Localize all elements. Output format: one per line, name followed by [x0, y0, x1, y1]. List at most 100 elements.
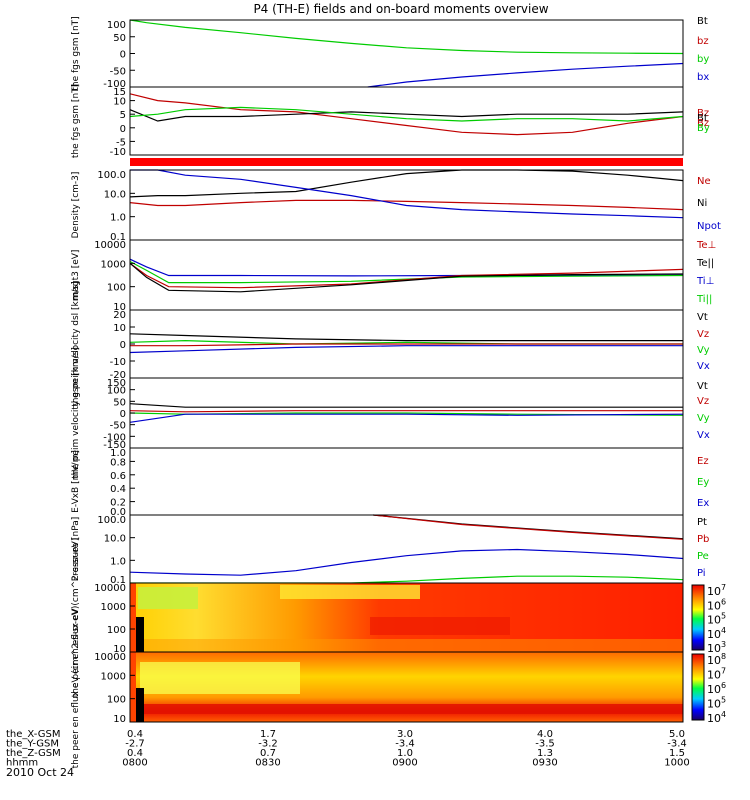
y-axis-label: the peer en eflux eV (cm^2-s-sr-eV) [71, 606, 81, 769]
y-axis-label: magt3 [eV] [71, 250, 81, 301]
legend-entry: Pe [697, 551, 709, 562]
spectrogram-band [130, 639, 683, 652]
ephemeris-row-label: the_Z-GSM [6, 748, 61, 759]
spectrogram-gap [136, 617, 144, 652]
y-axis-label: Density [cm-3] [71, 172, 81, 239]
y-tick-label: 0.1 [110, 232, 126, 243]
colorbar-tick-label: 10 7 [707, 667, 726, 682]
ephemeris-value: 1.3 [537, 748, 553, 759]
y-tick-label: 5 [120, 110, 126, 121]
colorbar-tick-label: 10 6 [707, 681, 726, 696]
legend-entry: Bt [697, 16, 708, 27]
legend-entry: Ne [697, 176, 711, 187]
legend-entry: bx [697, 72, 709, 83]
legend-entry: Bt [697, 113, 708, 124]
legend-entry: Vz [697, 329, 709, 340]
y-tick-label: 10 [113, 644, 126, 655]
y-axis-label: the fgs gsm [nT] [71, 16, 81, 90]
y-tick-label: 50 [113, 397, 126, 408]
y-tick-label: 0.6 [110, 471, 126, 482]
y-tick-label: 150 [107, 378, 126, 389]
y-tick-label: 50 [113, 33, 126, 44]
legend-entry: Ti|| [696, 294, 712, 305]
y-tick-label: 0.1 [110, 575, 126, 586]
svg-text:6: 6 [721, 597, 726, 606]
svg-text:4: 4 [721, 626, 726, 635]
ephemeris-value: -3.5 [535, 739, 555, 750]
y-tick-label: 10 [113, 714, 126, 725]
svg-text:10: 10 [707, 628, 721, 641]
y-axis-label: Pressure [nPa] [71, 517, 81, 582]
y-tick-label: -10 [110, 357, 126, 368]
colorbar-tick-label: 10 8 [707, 652, 726, 667]
y-tick-label: 100.0 [97, 170, 126, 181]
svg-text:10: 10 [707, 614, 721, 627]
svg-text:10: 10 [707, 642, 721, 655]
y-tick-label: 0.0 [110, 507, 126, 518]
legend-entry: Pt [697, 517, 707, 528]
series-line-bz [129, 93, 684, 136]
colorbar-tick-label: 10 5 [707, 696, 726, 711]
legend-entry: Vt [697, 381, 708, 392]
y-tick-label: 1000 [101, 671, 126, 682]
ephemeris-value: 4.0 [537, 729, 553, 740]
legend-entry: Vz [697, 396, 709, 407]
colorbar-tick-label: 10 6 [707, 597, 726, 612]
ephemeris-row-label: hhmm [6, 758, 38, 769]
y-tick-label: 0 [120, 409, 126, 420]
legend-entry: Bz [697, 108, 709, 119]
y-tick-label: -20 [110, 370, 126, 381]
colorbar-tick-label: 10 3 [707, 640, 726, 655]
colorbar [691, 584, 705, 651]
y-axis-label: the peim velocity dsl [km/s] [71, 281, 81, 407]
ephemeris-value: -3.4 [395, 739, 415, 750]
ephemeris-value: 0900 [392, 758, 417, 769]
legend-entry: Ni [697, 198, 707, 209]
date-label: 2010 Oct 24 [6, 766, 74, 779]
legend-entry: Te|| [696, 258, 714, 269]
y-axis-label: the peim velocity gsm [km/s] [71, 347, 81, 479]
series-line-pt [373, 514, 684, 540]
y-tick-label: -100 [103, 432, 126, 443]
spectrogram-band [130, 704, 683, 714]
ephemeris-value: 0.4 [127, 729, 143, 740]
series-line-vz [130, 343, 683, 347]
legend-entry: Npot [697, 221, 721, 232]
colorbar-tick-label: 10 4 [707, 710, 726, 725]
y-tick-label: 0.8 [110, 457, 126, 468]
panel-frame [129, 447, 684, 516]
spectrogram-gap [136, 688, 144, 722]
series-line-by [129, 106, 684, 122]
spectrogram-band [140, 662, 300, 694]
legend-entry: Vy [697, 413, 710, 424]
ephemeris-row-label: the_X-GSM [6, 729, 60, 740]
y-tick-label: -50 [110, 421, 126, 432]
series-line-ti [129, 260, 684, 284]
series-line-vt [129, 333, 683, 342]
colorbar-tick-label: 10 7 [707, 583, 726, 598]
legend-entry: Ex [697, 498, 709, 509]
ephemeris-row-label: the_Y-GSM [6, 739, 59, 750]
y-tick-label: 10 [113, 97, 126, 108]
panel-frame [129, 86, 684, 156]
legend-entry: Vx [697, 430, 710, 441]
y-tick-label: 10 [113, 302, 126, 313]
ephemeris-table: the_X-GSM 0.4 1.7 3.0 4.0 5.0 the_Y-GSM -2.7 -3.… [6, 729, 690, 769]
ephemeris-value: 1.5 [669, 748, 685, 759]
ephemeris-value: -2.7 [125, 739, 145, 750]
panel-frame [129, 514, 684, 584]
y-tick-label: -5 [116, 137, 126, 148]
y-tick-label: 0 [120, 340, 126, 351]
ephemeris-value: 0.7 [260, 748, 276, 759]
panel-7: 1.00.8 0.6 0.4 0.20.0 E-VxB [mV/m] Ez Ey Ex [71, 447, 709, 518]
y-tick-label: 1.0 [110, 556, 126, 567]
series-line-bt [129, 109, 684, 122]
y-tick-label: 1.0 [110, 213, 126, 224]
legend-entry: Bz [697, 118, 709, 129]
series-line-by [129, 19, 684, 55]
